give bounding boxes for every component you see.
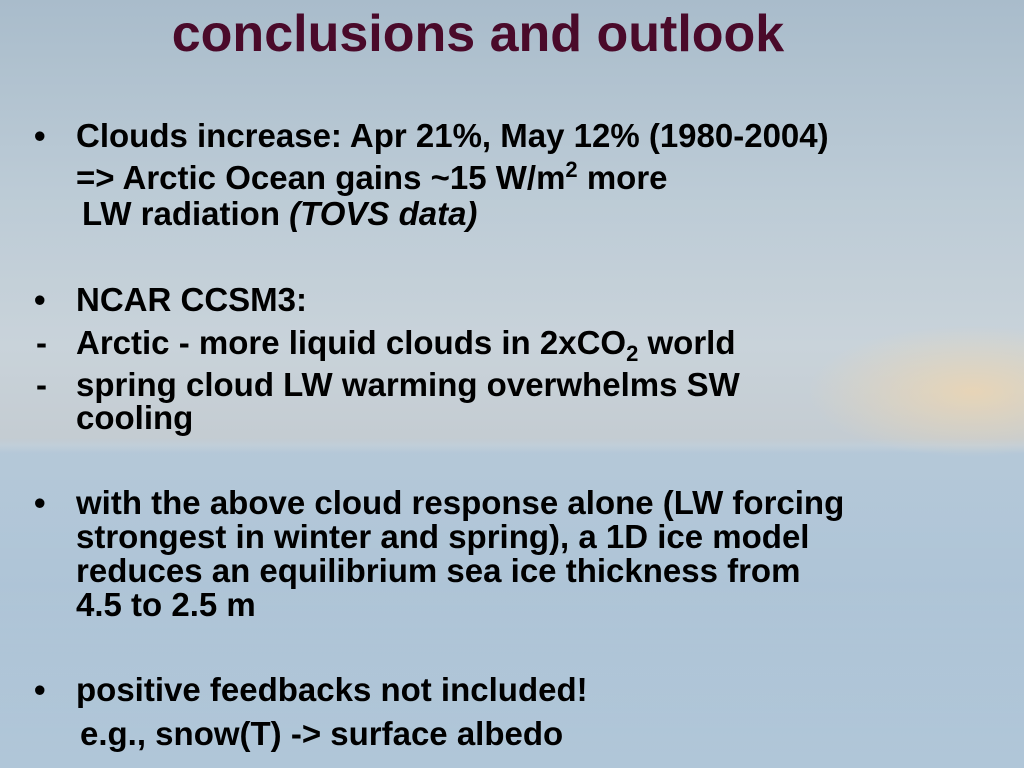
text-run: => Arctic Ocean gains ~15 W/m (76, 159, 566, 196)
text-line: with the above cloud response alone (LW … (76, 485, 844, 521)
text-run: Clouds increase: Apr 21%, May 12% (1980-… (76, 117, 829, 154)
text-run: e.g., snow(T) -> surface albedo (80, 715, 564, 752)
text-run: with the above cloud response alone (LW … (76, 484, 845, 521)
bullet-marker: - (36, 324, 47, 361)
text-run: 4.5 to 2.5 m (76, 586, 256, 623)
text-run: Arctic - more liquid clouds in 2xCO (76, 324, 627, 361)
text-run: positive feedbacks not included! (76, 671, 588, 708)
text-line: reduces an equilibrium sea ice thickness… (76, 553, 800, 589)
text-run: strongest in winter and spring), a 1D ic… (76, 518, 810, 555)
bullet-marker: • (34, 484, 46, 521)
text-run: spring cloud LW warming overwhelms SW (76, 366, 740, 403)
text-line: NCAR CCSM3: (76, 282, 307, 318)
text-line: strongest in winter and spring), a 1D ic… (76, 519, 809, 555)
text-run: NCAR CCSM3: (76, 281, 307, 318)
bullet-marker: - (36, 366, 47, 403)
slide-title: conclusions and outlook (171, 5, 785, 63)
text-line: => Arctic Ocean gains ~15 W/m2 more (76, 152, 668, 196)
text-run: LW radiation (82, 195, 290, 232)
text-run: world (638, 324, 736, 361)
text-run: reduces an equilibrium sea ice thickness… (76, 552, 801, 589)
text-run: (TOVS data) (289, 195, 478, 232)
text-run: 2 (626, 341, 639, 366)
text-line: LW radiation (TOVS data) (82, 196, 477, 232)
text-run: more (577, 159, 668, 196)
text-line: cooling (76, 400, 193, 436)
text-line: Arctic - more liquid clouds in 2xCO2 wor… (76, 325, 736, 372)
text-run: cooling (76, 399, 194, 436)
bullet-marker: • (34, 671, 46, 708)
text-line: positive feedbacks not included! (76, 672, 588, 708)
bullet-marker: • (34, 281, 46, 318)
text-line: Clouds increase: Apr 21%, May 12% (1980-… (76, 118, 829, 154)
bullet-marker: • (34, 117, 46, 154)
text-line: spring cloud LW warming overwhelms SW (76, 367, 740, 403)
text-line: e.g., snow(T) -> surface albedo (80, 716, 563, 752)
text-run: 2 (565, 157, 578, 182)
text-line: 4.5 to 2.5 m (76, 587, 256, 623)
